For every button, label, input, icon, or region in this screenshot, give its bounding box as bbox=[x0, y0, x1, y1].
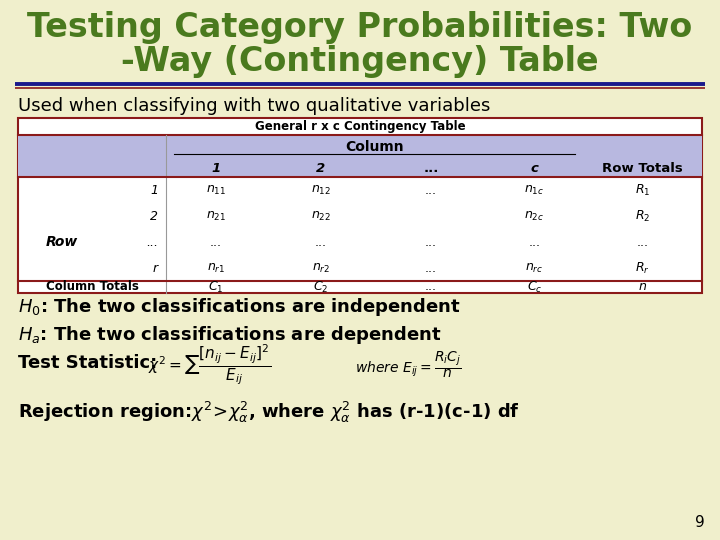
Text: ...: ... bbox=[528, 235, 541, 248]
Text: Column: Column bbox=[345, 140, 404, 154]
Text: $n_{11}$: $n_{11}$ bbox=[206, 184, 226, 197]
Text: $C_c$: $C_c$ bbox=[527, 280, 542, 294]
Text: Test Statistic:: Test Statistic: bbox=[18, 354, 157, 372]
Text: Column Totals: Column Totals bbox=[45, 280, 138, 294]
Text: $n_{2c}$: $n_{2c}$ bbox=[524, 210, 544, 222]
Text: ...: ... bbox=[423, 161, 438, 174]
Text: $n_{rc}$: $n_{rc}$ bbox=[526, 261, 544, 274]
Text: Used when classifying with two qualitative variables: Used when classifying with two qualitati… bbox=[18, 97, 490, 115]
Text: $C_2$: $C_2$ bbox=[313, 280, 328, 294]
Text: 1: 1 bbox=[212, 161, 220, 174]
Text: ...: ... bbox=[425, 261, 437, 274]
Text: General r x c Contingency Table: General r x c Contingency Table bbox=[255, 120, 465, 133]
Text: 1: 1 bbox=[150, 184, 158, 197]
Text: ...: ... bbox=[636, 235, 649, 248]
Text: Row Totals: Row Totals bbox=[602, 161, 683, 174]
Text: ...: ... bbox=[425, 235, 437, 248]
Text: $n_{r2}$: $n_{r2}$ bbox=[312, 261, 330, 274]
Bar bbox=[18, 118, 702, 293]
Text: $R_2$: $R_2$ bbox=[635, 208, 650, 224]
Text: Row: Row bbox=[46, 235, 78, 249]
Text: 2: 2 bbox=[150, 210, 158, 222]
Text: ...: ... bbox=[425, 280, 437, 294]
Text: ...: ... bbox=[425, 184, 437, 197]
Text: $R_r$: $R_r$ bbox=[635, 260, 650, 275]
Text: $\chi^2 = \sum\dfrac{\left[n_{ij}-E_{ij}\right]^2}{E_{ij}}$: $\chi^2 = \sum\dfrac{\left[n_{ij}-E_{ij}… bbox=[148, 342, 271, 387]
Text: $H_a$: The two classifications are dependent: $H_a$: The two classifications are depen… bbox=[18, 324, 441, 346]
Bar bbox=[18, 135, 702, 177]
Text: $H_0$: The two classifications are independent: $H_0$: The two classifications are indep… bbox=[18, 296, 461, 318]
Text: $n_{12}$: $n_{12}$ bbox=[311, 184, 331, 197]
Text: Testing Category Probabilities: Two: Testing Category Probabilities: Two bbox=[27, 11, 693, 44]
Text: 9: 9 bbox=[696, 515, 705, 530]
Text: ...: ... bbox=[146, 235, 158, 248]
Text: c: c bbox=[531, 161, 539, 174]
Text: $R_1$: $R_1$ bbox=[635, 183, 650, 198]
Text: ...: ... bbox=[315, 235, 327, 248]
Text: $n$: $n$ bbox=[638, 280, 647, 294]
Text: $n_{21}$: $n_{21}$ bbox=[206, 210, 226, 222]
Text: r: r bbox=[153, 261, 158, 274]
Text: -Way (Contingency) Table: -Way (Contingency) Table bbox=[121, 45, 599, 78]
Text: 2: 2 bbox=[316, 161, 325, 174]
Text: ...: ... bbox=[210, 235, 222, 248]
Text: Rejection region:$\chi^2\!>\!\chi^2_{\alpha}$, where $\chi^2_{\alpha}$ has (r-1): Rejection region:$\chi^2\!>\!\chi^2_{\al… bbox=[18, 400, 520, 424]
Text: $n_{r1}$: $n_{r1}$ bbox=[207, 261, 225, 274]
Text: $where\ E_{ij}=\dfrac{R_i C_j}{n}$: $where\ E_{ij}=\dfrac{R_i C_j}{n}$ bbox=[355, 349, 462, 380]
Text: $C_1$: $C_1$ bbox=[208, 280, 224, 294]
Text: $n_{22}$: $n_{22}$ bbox=[311, 210, 331, 222]
Text: $n_{1c}$: $n_{1c}$ bbox=[524, 184, 544, 197]
